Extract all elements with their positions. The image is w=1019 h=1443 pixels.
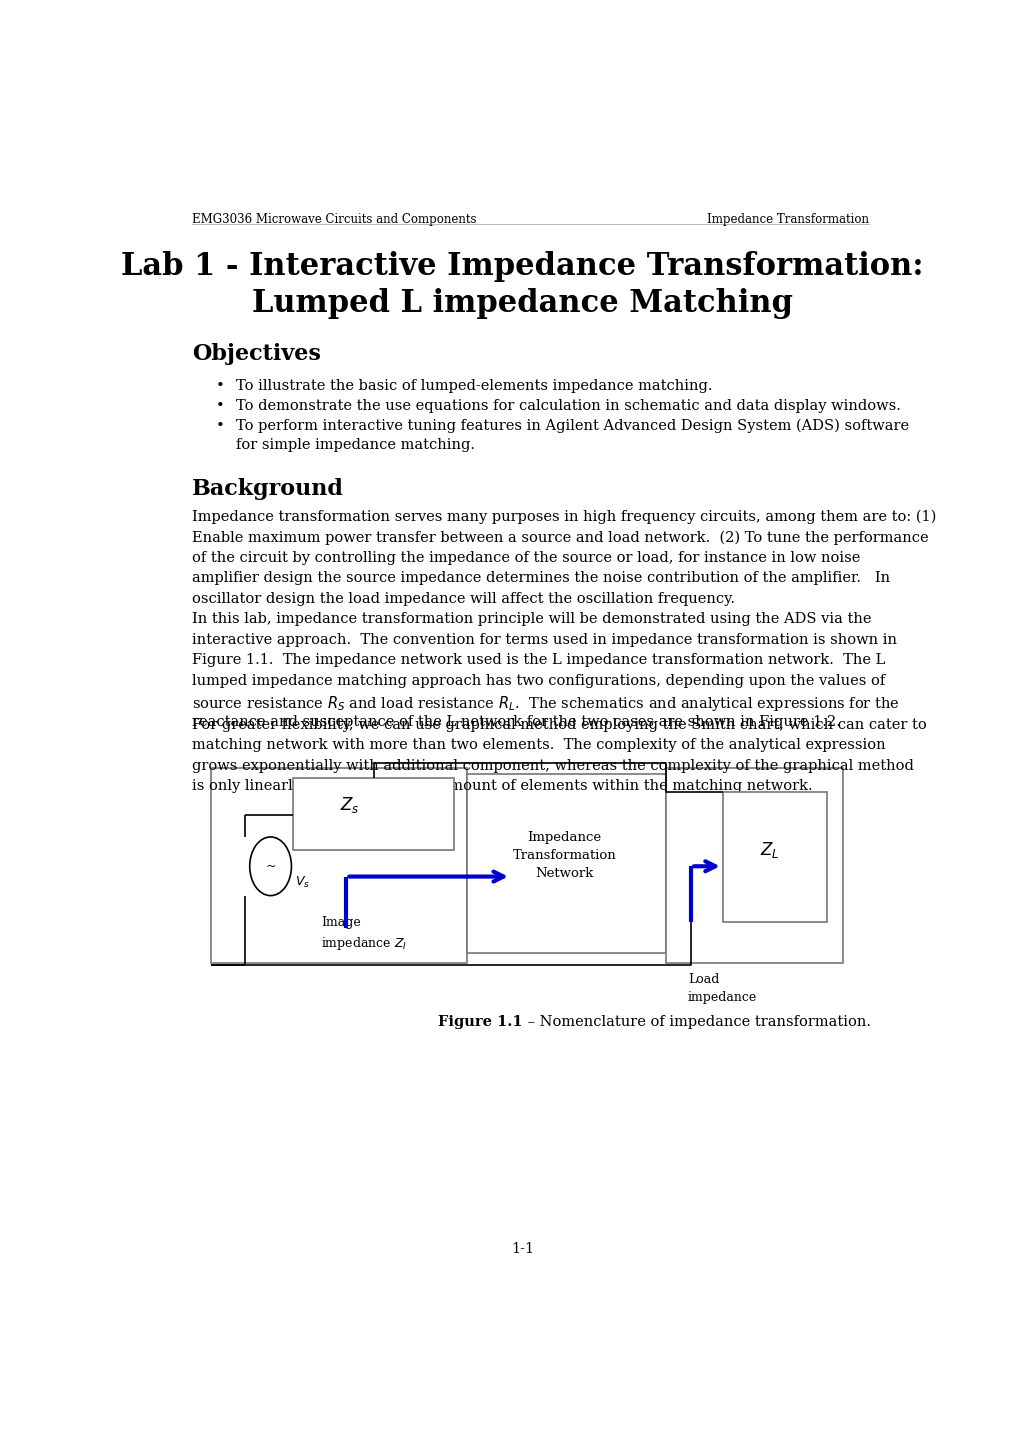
- Text: For greater flexibility, we can use graphical method employing the Smith chart, : For greater flexibility, we can use grap…: [193, 717, 926, 732]
- Text: EMG3036 Microwave Circuits and Components: EMG3036 Microwave Circuits and Component…: [193, 214, 476, 227]
- Bar: [292, 778, 453, 850]
- Text: •: •: [216, 378, 224, 392]
- Text: Lumped L impedance Matching: Lumped L impedance Matching: [252, 287, 793, 319]
- Text: is only linearly dependent on the amount of elements within the matching network: is only linearly dependent on the amount…: [193, 779, 812, 794]
- Text: To illustrate the basic of lumped-elements impedance matching.: To illustrate the basic of lumped-elemen…: [235, 378, 711, 392]
- Text: Impedance
Transformation
Network: Impedance Transformation Network: [513, 831, 615, 880]
- Text: Enable maximum power transfer between a source and load network.  (2) To tune th: Enable maximum power transfer between a …: [193, 531, 928, 545]
- Text: grows exponentially with additional component, whereas the complexity of the gra: grows exponentially with additional comp…: [193, 759, 913, 772]
- Bar: [466, 773, 665, 952]
- Text: Objectives: Objectives: [193, 343, 321, 365]
- Text: Impedance transformation serves many purposes in high frequency circuits, among : Impedance transformation serves many pur…: [193, 509, 935, 524]
- Text: $Z_s$: $Z_s$: [339, 795, 359, 815]
- Text: Figure 1.1: Figure 1.1: [438, 1016, 522, 1029]
- Bar: [210, 768, 466, 962]
- Text: Impedance Transformation: Impedance Transformation: [706, 214, 868, 227]
- Text: matching network with more than two elements.  The complexity of the analytical : matching network with more than two elem…: [193, 739, 886, 752]
- Text: To perform interactive tuning features in Agilent Advanced Design System (ADS) s: To perform interactive tuning features i…: [235, 418, 908, 433]
- Text: source resistance $R_S$ and load resistance $R_L$.  The schematics and analytica: source resistance $R_S$ and load resista…: [193, 694, 899, 713]
- Bar: [722, 792, 826, 922]
- Bar: [665, 768, 842, 962]
- Text: 1-1: 1-1: [511, 1242, 534, 1257]
- Text: reactance and susceptance of the L network for the two cases are shown in Figure: reactance and susceptance of the L netwo…: [193, 714, 841, 729]
- Text: To demonstrate the use equations for calculation in schematic and data display w: To demonstrate the use equations for cal…: [235, 398, 900, 413]
- Text: Background: Background: [193, 478, 343, 499]
- Text: Figure 1.1.  The impedance network used is the L impedance transformation networ: Figure 1.1. The impedance network used i…: [193, 654, 884, 667]
- Text: lumped impedance matching approach has two configurations, depending upon the va: lumped impedance matching approach has t…: [193, 674, 884, 688]
- Text: – Nomenclature of impedance transformation.: – Nomenclature of impedance transformati…: [522, 1016, 870, 1029]
- Text: amplifier design the source impedance determines the noise contribution of the a: amplifier design the source impedance de…: [193, 571, 890, 586]
- Text: for simple impedance matching.: for simple impedance matching.: [235, 437, 474, 452]
- Text: Image
impedance $Z_I$: Image impedance $Z_I$: [321, 916, 407, 951]
- Text: In this lab, impedance transformation principle will be demonstrated using the A: In this lab, impedance transformation pr…: [193, 612, 871, 626]
- Text: •: •: [216, 418, 224, 433]
- Text: $V_s$: $V_s$: [296, 874, 310, 890]
- Text: oscillator design the load impedance will affect the oscillation frequency.: oscillator design the load impedance wil…: [193, 592, 735, 606]
- Text: $Z_L$: $Z_L$: [760, 840, 780, 860]
- Text: ~: ~: [265, 860, 275, 873]
- Text: interactive approach.  The convention for terms used in impedance transformation: interactive approach. The convention for…: [193, 632, 897, 646]
- Text: of the circuit by controlling the impedance of the source or load, for instance : of the circuit by controlling the impeda…: [193, 551, 860, 566]
- Text: Load
impedance: Load impedance: [687, 973, 756, 1004]
- Text: Lab 1 - Interactive Impedance Transformation:: Lab 1 - Interactive Impedance Transforma…: [121, 251, 923, 281]
- Text: •: •: [216, 398, 224, 413]
